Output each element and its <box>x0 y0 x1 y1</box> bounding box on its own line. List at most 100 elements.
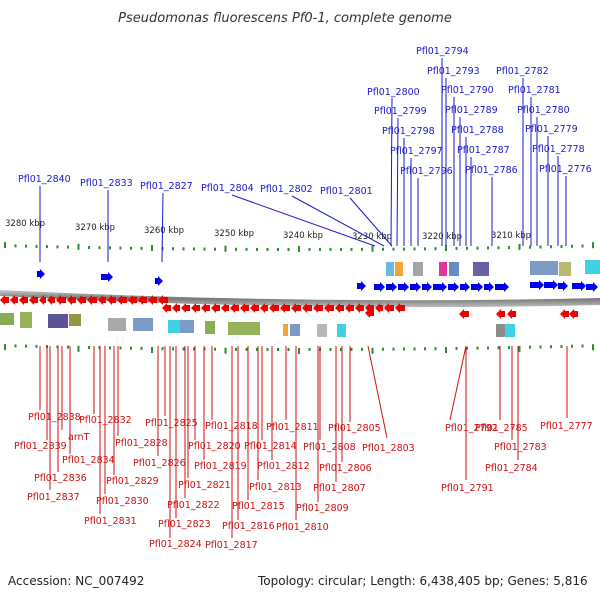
gene-label[interactable]: Pfl01_2840 <box>18 174 71 185</box>
scale-tick <box>14 344 17 348</box>
gene-label[interactable]: Pfl01_2777 <box>540 421 593 432</box>
gene-label[interactable]: Pfl01_2838 <box>28 412 81 423</box>
reverse-gene-arrow <box>138 295 147 305</box>
scale-tick <box>266 247 269 251</box>
gene-label[interactable]: Pfl01_2827 <box>140 181 193 192</box>
gene-label[interactable]: Pfl01_2781 <box>508 85 561 96</box>
gene-label[interactable]: Pfl01_2823 <box>158 519 211 530</box>
scale-tick <box>161 347 164 351</box>
gene-label[interactable]: Pfl01_2784 <box>485 463 538 474</box>
scale-tick <box>476 346 479 350</box>
gene-label[interactable]: Pfl01_2815 <box>232 501 285 512</box>
scale-tick <box>319 247 321 251</box>
gene-label[interactable]: Pfl01_2798 <box>382 126 435 137</box>
gene-label[interactable]: Pfl01_2783 <box>494 442 547 453</box>
forward-label-connector <box>390 97 393 247</box>
scale-tick <box>476 246 479 250</box>
gene-label[interactable]: Pfl01_2801 <box>320 186 373 197</box>
scale-tick <box>172 347 174 351</box>
gene-label[interactable]: Pfl01_2802 <box>260 184 313 195</box>
gene-label[interactable]: Pfl01_2834 <box>62 455 115 466</box>
gene-label[interactable]: Pfl01_2817 <box>205 540 258 551</box>
gene-label[interactable]: Pfl01_2819 <box>194 461 247 472</box>
gene-label[interactable]: Pfl01_2818 <box>205 421 258 432</box>
scale-tick <box>193 247 195 251</box>
gene-label[interactable]: Pfl01_2809 <box>296 503 349 514</box>
reverse-gene-arrow <box>39 295 46 305</box>
gene-label[interactable]: Pfl01_2812 <box>257 461 310 472</box>
gene-label[interactable]: Pfl01_2786 <box>465 165 518 176</box>
scale-tick <box>508 346 510 350</box>
gene-label[interactable]: Pfl01_2824 <box>149 539 202 550</box>
scale-tick <box>35 344 38 348</box>
scale-tick <box>487 346 489 350</box>
gene-label[interactable]: Pfl01_2799 <box>374 106 427 117</box>
gene-label[interactable]: Pfl01_2813 <box>249 482 302 493</box>
reverse-gene-arrow <box>496 309 505 319</box>
gene-label[interactable]: Pfl01_2806 <box>319 463 372 474</box>
gene-label[interactable]: Pfl01_2789 <box>445 105 498 116</box>
gene-label[interactable]: Pfl01_2797 <box>390 146 443 157</box>
scale-tick <box>203 247 206 251</box>
gene-label[interactable]: Pfl01_2822 <box>167 500 220 511</box>
gene-label[interactable]: Pfl01_2807 <box>313 483 366 494</box>
gene-label[interactable]: Pfl01_2831 <box>84 516 137 527</box>
scale-tick <box>539 245 542 249</box>
scale-tick <box>550 245 552 249</box>
gene-label[interactable]: Pfl01_2839 <box>14 441 67 452</box>
gene-label[interactable]: Pfl01_2778 <box>532 144 585 155</box>
scale-tick <box>508 246 510 250</box>
gene-label[interactable]: Pfl01_2785 <box>475 423 528 434</box>
scale-tick <box>413 347 416 351</box>
gene-label[interactable]: Pfl01_2833 <box>80 178 133 189</box>
scale-tick <box>560 344 563 348</box>
feature-box <box>559 262 571 276</box>
gene-label[interactable]: Pfl01_2803 <box>362 443 415 454</box>
gene-label[interactable]: Pfl01_2829 <box>106 476 159 487</box>
map-title: Pseudomonas fluorescens Pf0-1, complete … <box>118 11 452 26</box>
gene-label[interactable]: Pfl01_2837 <box>27 492 80 503</box>
gene-label[interactable]: Pfl01_2816 <box>222 521 275 532</box>
gene-label[interactable]: Pfl01_2794 <box>416 46 469 57</box>
gene-label[interactable]: Pfl01_2814 <box>244 441 297 452</box>
gene-label[interactable]: Pfl01_2804 <box>201 183 254 194</box>
gene-label[interactable]: Pfl01_2780 <box>517 105 570 116</box>
feature-box <box>205 321 215 334</box>
gene-label[interactable]: Pfl01_2832 <box>79 415 132 426</box>
gene-label[interactable]: Pfl01_2821 <box>178 480 231 491</box>
gene-label[interactable]: Pfl01_2779 <box>525 124 578 135</box>
gene-label[interactable]: Pfl01_2791 <box>441 483 494 494</box>
gene-label[interactable]: Pfl01_2788 <box>451 125 504 136</box>
gene-label[interactable]: Pfl01_2793 <box>427 66 480 77</box>
gene-label[interactable]: Pfl01_2805 <box>328 423 381 434</box>
gene-label[interactable]: arnT <box>68 432 90 443</box>
gene-label[interactable]: Pfl01_2810 <box>276 522 329 533</box>
gene-label[interactable]: Pfl01_2776 <box>539 164 592 175</box>
gene-label[interactable]: Pfl01_2825 <box>145 418 198 429</box>
scale-tick <box>109 246 111 250</box>
gene-label[interactable]: Pfl01_2830 <box>96 496 149 507</box>
gene-label[interactable]: Pfl01_2820 <box>188 441 241 452</box>
gene-label[interactable]: Pfl01_2792 <box>445 423 498 434</box>
scale-tick <box>119 246 122 250</box>
gene-label[interactable]: Pfl01_2828 <box>115 438 168 449</box>
reverse-gene-arrow <box>148 295 157 305</box>
scale-tick <box>371 245 374 252</box>
forward-gene-arrow <box>572 281 586 291</box>
forward-gene-arrow <box>544 280 558 290</box>
gene-label[interactable]: Pfl01_2787 <box>457 145 510 156</box>
accession-text: Accession: NC_007492 <box>8 574 144 588</box>
gene-label[interactable]: Pfl01_2811 <box>266 422 319 433</box>
reverse-gene-arrow <box>395 303 405 313</box>
gene-label[interactable]: Pfl01_2836 <box>34 473 87 484</box>
gene-label[interactable]: Pfl01_2808 <box>303 442 356 453</box>
feature-box <box>228 322 260 335</box>
gene-label[interactable]: Pfl01_2826 <box>133 458 186 469</box>
scale-tick <box>455 346 458 350</box>
gene-label[interactable]: Pfl01_2800 <box>367 87 420 98</box>
scale-tick <box>403 247 405 251</box>
forward-gene-arrow <box>37 269 45 279</box>
gene-label[interactable]: Pfl01_2796 <box>400 166 453 177</box>
gene-label[interactable]: Pfl01_2782 <box>496 66 549 77</box>
gene-label[interactable]: Pfl01_2790 <box>441 85 494 96</box>
